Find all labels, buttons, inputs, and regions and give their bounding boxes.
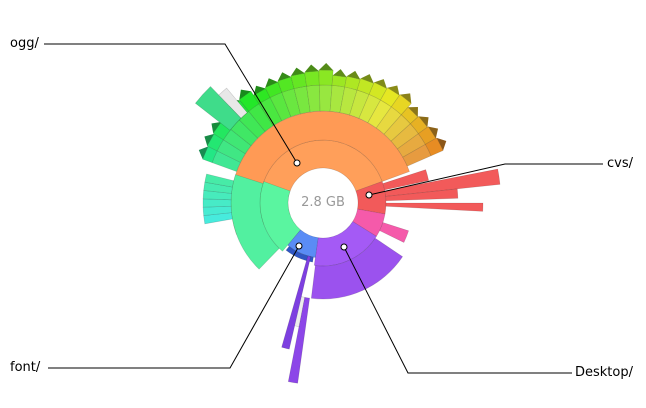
cvs-label[interactable]: cvs/	[607, 156, 633, 171]
deep-folder-tip-2[interactable]	[204, 133, 215, 147]
cvs-long-segment-3[interactable]	[385, 188, 459, 202]
deep-folder-tip-9[interactable]	[277, 72, 292, 82]
ogg-marker	[293, 159, 301, 167]
long-grey-segment[interactable]	[218, 87, 248, 119]
cvs-long-segment-1[interactable]	[382, 169, 429, 191]
deep-folder-tip-17[interactable]	[387, 85, 400, 96]
deep-folder-tip-18[interactable]	[400, 93, 412, 104]
desktop-callout-line	[343, 246, 572, 374]
font-segment[interactable]	[287, 229, 319, 258]
deep-folder-tip-3[interactable]	[211, 121, 222, 134]
desktop-marker	[340, 243, 348, 251]
deep-folder-tip-11[interactable]	[304, 64, 319, 73]
font-subfolder-segment[interactable]	[285, 245, 314, 263]
desktop-subfolder-segment[interactable]	[310, 237, 404, 300]
desktop-segment[interactable]	[313, 221, 377, 267]
font-marker	[295, 242, 303, 250]
deep-folder-tip-1[interactable]	[198, 146, 209, 160]
cyan-folder-segment-6[interactable]	[204, 173, 235, 188]
deep-folder-tip-12[interactable]	[318, 63, 334, 71]
callout-lines	[44, 43, 603, 374]
pink-long-segment[interactable]	[379, 222, 409, 243]
desktop-label[interactable]: Desktop/	[575, 365, 633, 380]
total-size-label[interactable]: 2.8 GB	[301, 195, 345, 210]
deep-folder-tip-7[interactable]	[253, 85, 266, 96]
font-callout-line	[48, 245, 300, 369]
subfolder-segment-10[interactable]	[290, 72, 307, 89]
ogg-label[interactable]: ogg/	[10, 36, 39, 51]
deep-folder-tip-14[interactable]	[346, 70, 361, 80]
sunburst-rings[interactable]	[202, 69, 444, 300]
ogg-segment[interactable]	[259, 139, 383, 225]
deep-folder-tip-19[interactable]	[407, 107, 418, 118]
mint-subfolder-segment[interactable]	[230, 174, 280, 270]
ogg-callout-line	[44, 43, 298, 164]
cyan-folder-segment-3[interactable]	[202, 198, 232, 208]
cvs-callout-line	[368, 163, 603, 196]
font-label[interactable]: font/	[10, 360, 41, 375]
folder-segment-22[interactable]	[402, 143, 432, 167]
deep-folder-tip-22[interactable]	[436, 137, 447, 151]
subfolder-segment-13[interactable]	[331, 75, 347, 88]
mint-folder-segment[interactable]	[259, 181, 301, 252]
desktop-long-segment-3[interactable]	[281, 255, 311, 350]
deep-folder-tip-10[interactable]	[290, 67, 305, 77]
deep-folder-tip-21[interactable]	[428, 126, 439, 139]
sunburst-deep-segments[interactable]	[194, 63, 501, 384]
subfolder-segment-12[interactable]	[318, 69, 334, 86]
cvs-long-segment-4[interactable]	[385, 202, 484, 212]
deep-folder-tip-13[interactable]	[332, 69, 347, 78]
deep-folder-tip-6[interactable]	[239, 89, 251, 100]
deep-folder-tip-16[interactable]	[374, 79, 387, 89]
cvs-marker	[365, 191, 373, 199]
deep-folder-tip-8[interactable]	[265, 78, 279, 88]
subfolder-segment-11[interactable]	[304, 70, 320, 87]
callout-markers[interactable]	[293, 159, 373, 251]
ogg-subfolder-segment[interactable]	[230, 110, 410, 235]
deep-folder-tip-15[interactable]	[360, 74, 374, 84]
deep-folder-tip-20[interactable]	[418, 116, 429, 128]
